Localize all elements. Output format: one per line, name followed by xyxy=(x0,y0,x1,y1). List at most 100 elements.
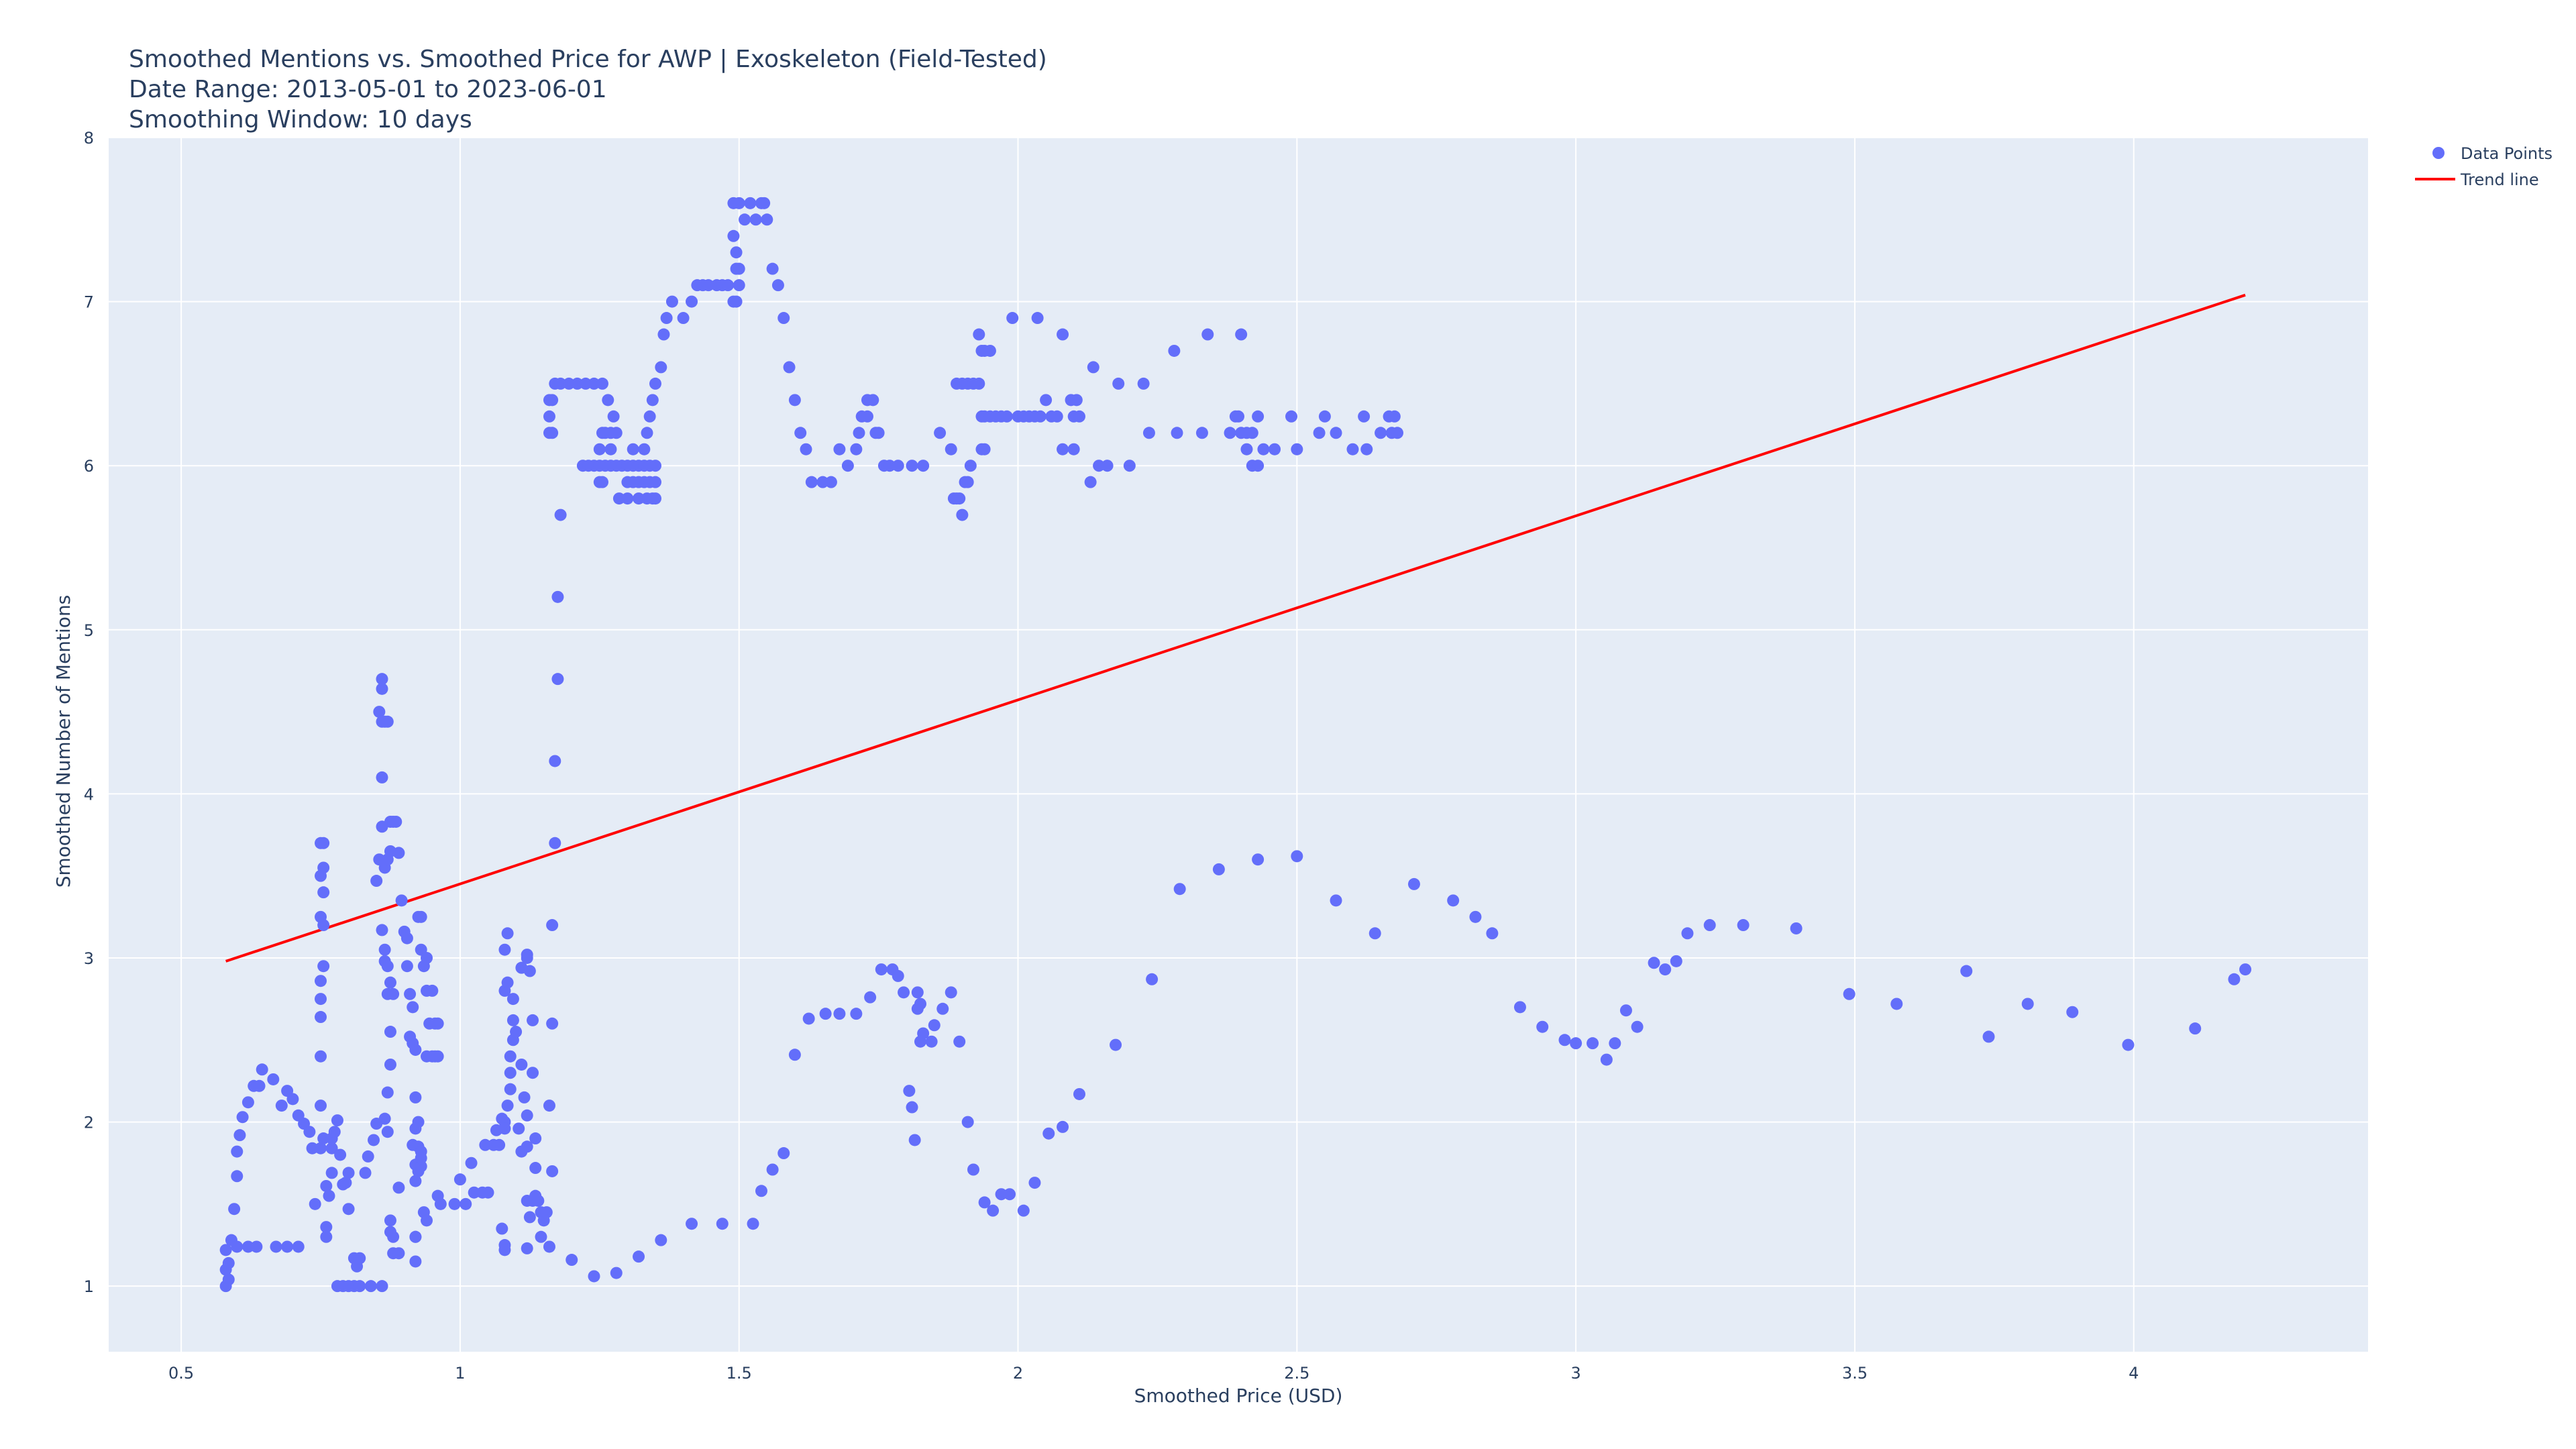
data-point[interactable] xyxy=(354,1280,366,1293)
data-point[interactable] xyxy=(518,1091,531,1104)
data-point[interactable] xyxy=(328,1126,341,1138)
data-point[interactable] xyxy=(1040,394,1053,407)
data-point[interactable] xyxy=(532,1194,545,1207)
data-point[interactable] xyxy=(540,1206,553,1219)
data-point[interactable] xyxy=(1790,922,1803,934)
data-point[interactable] xyxy=(788,1049,801,1061)
data-point[interactable] xyxy=(730,295,743,308)
data-point[interactable] xyxy=(655,1234,667,1246)
data-point[interactable] xyxy=(415,910,427,923)
data-point[interactable] xyxy=(320,1179,333,1192)
data-point[interactable] xyxy=(1042,1127,1055,1140)
data-point[interactable] xyxy=(415,1152,427,1165)
data-point[interactable] xyxy=(593,443,606,455)
data-point[interactable] xyxy=(1890,998,1903,1010)
data-point[interactable] xyxy=(256,1063,268,1076)
data-point[interactable] xyxy=(788,394,801,407)
data-point[interactable] xyxy=(233,1129,246,1142)
data-point[interactable] xyxy=(513,1122,525,1135)
data-point[interactable] xyxy=(861,410,873,423)
data-point[interactable] xyxy=(317,837,330,849)
data-point[interactable] xyxy=(1004,1188,1016,1201)
data-point[interactable] xyxy=(359,1167,372,1179)
data-point[interactable] xyxy=(421,951,433,964)
data-point[interactable] xyxy=(973,377,985,390)
data-point[interactable] xyxy=(1034,410,1046,423)
data-point[interactable] xyxy=(1391,427,1404,439)
data-point[interactable] xyxy=(1057,328,1069,341)
data-point[interactable] xyxy=(431,1050,444,1063)
data-point[interactable] xyxy=(914,1035,926,1048)
data-point[interactable] xyxy=(1346,443,1359,455)
data-point[interactable] xyxy=(1469,910,1482,923)
data-point[interactable] xyxy=(1112,377,1125,390)
data-point[interactable] xyxy=(794,427,807,439)
data-point[interactable] xyxy=(315,1050,327,1063)
data-point[interactable] xyxy=(309,1197,321,1210)
data-point[interactable] xyxy=(665,295,678,308)
data-point[interactable] xyxy=(320,1221,333,1234)
data-point[interactable] xyxy=(1146,973,1159,985)
data-point[interactable] xyxy=(571,377,584,390)
data-point[interactable] xyxy=(649,377,661,390)
data-point[interactable] xyxy=(733,279,745,292)
data-point[interactable] xyxy=(805,476,818,488)
data-point[interactable] xyxy=(378,943,391,956)
data-point[interactable] xyxy=(1137,377,1150,390)
data-point[interactable] xyxy=(384,1058,396,1071)
data-point[interactable] xyxy=(1648,957,1660,969)
data-point[interactable] xyxy=(925,1035,938,1048)
data-point[interactable] xyxy=(407,1001,419,1014)
data-point[interactable] xyxy=(638,443,651,455)
data-point[interactable] xyxy=(892,460,904,472)
data-point[interactable] xyxy=(482,1186,494,1199)
data-point[interactable] xyxy=(1212,863,1225,875)
data-point[interactable] xyxy=(610,1267,623,1279)
data-point[interactable] xyxy=(521,949,533,961)
data-point[interactable] xyxy=(510,1026,523,1038)
data-point[interactable] xyxy=(354,1252,366,1265)
data-point[interactable] xyxy=(323,1189,335,1202)
data-point[interactable] xyxy=(934,427,947,439)
data-point[interactable] xyxy=(1224,427,1236,439)
data-point[interactable] xyxy=(381,715,394,728)
data-point[interactable] xyxy=(643,410,656,423)
data-point[interactable] xyxy=(460,1197,472,1210)
data-point[interactable] xyxy=(1681,927,1694,940)
data-point[interactable] xyxy=(342,1167,355,1179)
data-point[interactable] xyxy=(783,361,796,374)
data-point[interactable] xyxy=(546,919,559,932)
data-point[interactable] xyxy=(733,262,745,275)
data-point[interactable] xyxy=(551,590,564,603)
data-point[interactable] xyxy=(853,427,865,439)
data-point[interactable] xyxy=(1171,427,1183,439)
data-point[interactable] xyxy=(730,246,743,259)
data-point[interactable] xyxy=(908,1134,921,1146)
data-point[interactable] xyxy=(320,1230,333,1243)
data-point[interactable] xyxy=(409,1230,422,1243)
data-point[interactable] xyxy=(1609,1037,1621,1050)
data-point[interactable] xyxy=(1843,987,1856,1000)
data-point[interactable] xyxy=(649,476,661,488)
data-point[interactable] xyxy=(384,976,396,989)
data-point[interactable] xyxy=(747,1218,759,1230)
data-point[interactable] xyxy=(1368,927,1381,940)
data-point[interactable] xyxy=(1057,1120,1069,1133)
data-point[interactable] xyxy=(686,1218,698,1230)
data-point[interactable] xyxy=(953,1035,966,1048)
data-point[interactable] xyxy=(376,673,388,686)
data-point[interactable] xyxy=(281,1240,294,1253)
data-point[interactable] xyxy=(364,1280,377,1293)
data-point[interactable] xyxy=(315,993,327,1006)
data-point[interactable] xyxy=(1982,1030,1995,1043)
data-point[interactable] xyxy=(376,1280,388,1293)
data-point[interactable] xyxy=(387,987,400,1000)
data-point[interactable] xyxy=(964,460,977,472)
data-point[interactable] xyxy=(819,1008,832,1020)
data-point[interactable] xyxy=(501,927,514,940)
data-point[interactable] xyxy=(270,1240,282,1253)
data-point[interactable] xyxy=(498,1244,511,1256)
data-point[interactable] xyxy=(1057,443,1069,455)
data-point[interactable] xyxy=(543,410,555,423)
data-point[interactable] xyxy=(504,1067,517,1079)
